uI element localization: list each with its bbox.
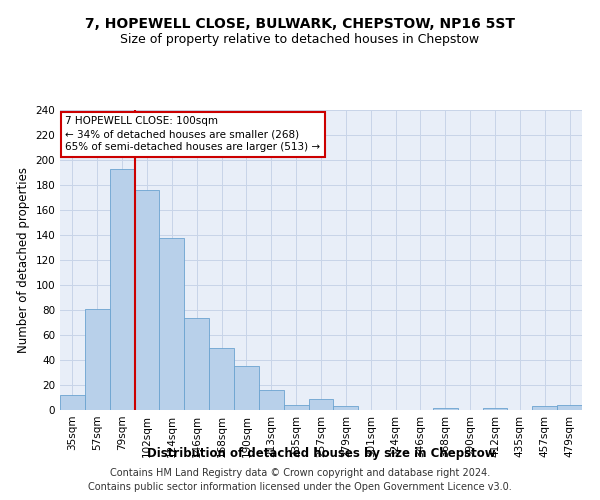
Bar	[160, 238, 184, 410]
Bar	[284, 405, 308, 410]
Bar	[85, 308, 110, 410]
Text: Contains HM Land Registry data © Crown copyright and database right 2024.
Contai: Contains HM Land Registry data © Crown c…	[88, 468, 512, 492]
Bar	[482, 408, 508, 410]
Bar	[308, 399, 334, 410]
Bar	[184, 318, 209, 410]
Bar	[209, 348, 234, 410]
Bar	[532, 406, 557, 410]
Text: Distribution of detached houses by size in Chepstow: Distribution of detached houses by size …	[146, 448, 496, 460]
Bar	[334, 406, 358, 410]
Text: Size of property relative to detached houses in Chepstow: Size of property relative to detached ho…	[121, 32, 479, 46]
Bar	[259, 390, 284, 410]
Bar	[234, 366, 259, 410]
Bar	[134, 190, 160, 410]
Bar	[557, 405, 582, 410]
Bar	[110, 169, 134, 410]
Text: 7, HOPEWELL CLOSE, BULWARK, CHEPSTOW, NP16 5ST: 7, HOPEWELL CLOSE, BULWARK, CHEPSTOW, NP…	[85, 18, 515, 32]
Bar	[433, 408, 458, 410]
Bar	[60, 395, 85, 410]
Text: 7 HOPEWELL CLOSE: 100sqm
← 34% of detached houses are smaller (268)
65% of semi-: 7 HOPEWELL CLOSE: 100sqm ← 34% of detach…	[65, 116, 320, 152]
Y-axis label: Number of detached properties: Number of detached properties	[17, 167, 30, 353]
